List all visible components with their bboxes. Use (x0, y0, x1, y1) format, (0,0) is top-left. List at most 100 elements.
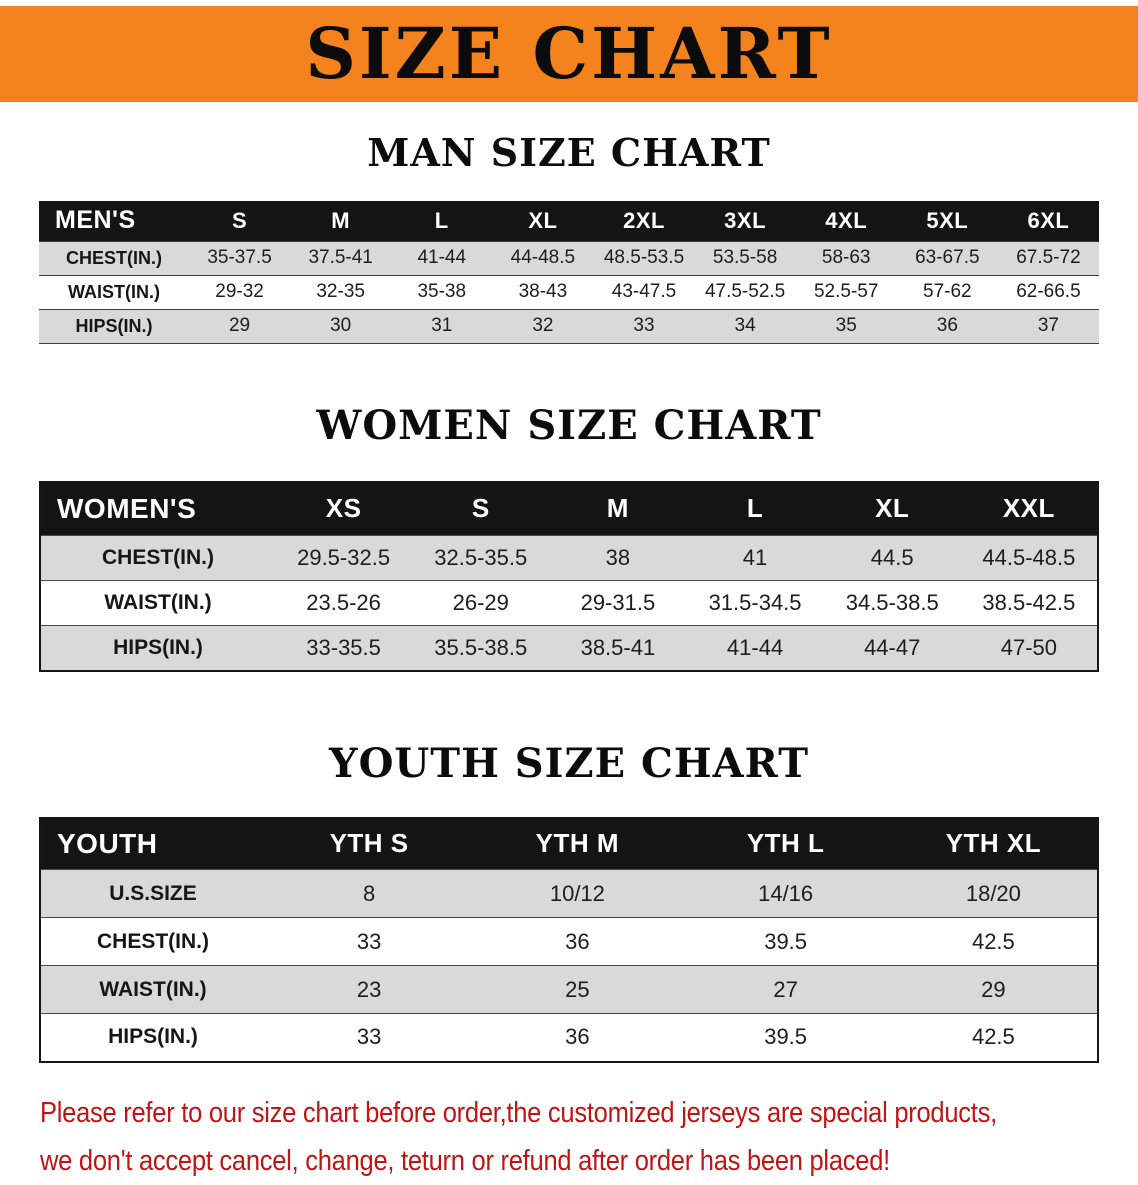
size-value-cell: 44.5 (823, 535, 961, 581)
size-column-header: YTH XL (889, 817, 1098, 870)
size-column-header: XL (492, 201, 594, 241)
size-value-cell: 39.5 (681, 917, 890, 966)
size-value-cell: 10/12 (473, 869, 682, 918)
size-value-cell: 36 (473, 1013, 682, 1062)
size-value-cell: 29 (889, 965, 1098, 1014)
row-label: WAIST(IN.) (40, 580, 275, 626)
size-value-cell: 8 (265, 869, 474, 918)
size-value-cell: 39.5 (681, 1013, 890, 1062)
size-value-cell: 29.5-32.5 (275, 535, 413, 581)
row-label: CHEST(IN.) (40, 917, 265, 966)
size-column-header: XXL (960, 481, 1098, 536)
size-value-cell: 63-67.5 (896, 240, 998, 275)
size-column-header: 3XL (694, 201, 796, 241)
table-header-row: MEN'S S M L XL 2XL 3XL 4XL 5XL 6XL (39, 201, 1099, 241)
size-value-cell: 33 (265, 1013, 474, 1062)
table-row: U.S.SIZE 8 10/12 14/16 18/20 (40, 869, 1098, 918)
size-value-cell: 33 (265, 917, 474, 966)
size-column-header: 4XL (795, 201, 897, 241)
men-size-table: MEN'S S M L XL 2XL 3XL 4XL 5XL 6XL CHEST(IN.) 35-37… (39, 201, 1099, 344)
size-value-cell: 36 (473, 917, 682, 966)
size-value-cell: 52.5-57 (795, 274, 897, 309)
size-column-header: XS (275, 481, 413, 536)
row-label: WAIST(IN.) (40, 965, 265, 1014)
row-label: HIPS(IN.) (40, 1013, 265, 1062)
table-row: HIPS(IN.) 29 30 31 32 33 34 35 36 37 (39, 308, 1099, 343)
size-column-header: S (189, 201, 291, 241)
size-value-cell: 38 (549, 535, 687, 581)
size-value-cell: 53.5-58 (694, 240, 796, 275)
women-size-section: WOMEN SIZE CHART WOMEN'S XS S M L XL XXL CHEST(… (0, 402, 1138, 672)
size-value-cell: 58-63 (795, 240, 897, 275)
table-header-row: YOUTH YTH S YTH M YTH L YTH XL (40, 817, 1098, 870)
disclaimer-line-2: we don't accept cancel, change, teturn o… (40, 1144, 890, 1177)
size-value-cell: 47-50 (960, 625, 1098, 671)
size-value-cell: 18/20 (889, 869, 1098, 918)
size-column-header: 6XL (997, 201, 1099, 241)
size-value-cell: 67.5-72 (997, 240, 1099, 275)
size-value-cell: 29-31.5 (549, 580, 687, 626)
size-value-cell: 33-35.5 (275, 625, 413, 671)
size-value-cell: 41 (686, 535, 824, 581)
size-value-cell: 29-32 (189, 274, 291, 309)
size-value-cell: 44.5-48.5 (960, 535, 1098, 581)
size-column-header: M (290, 201, 392, 241)
disclaimer-line-1: Please refer to our size chart before or… (40, 1096, 997, 1129)
size-value-cell: 25 (473, 965, 682, 1014)
table-row: CHEST(IN.) 35-37.5 37.5-41 41-44 44-48.5 48.5… (39, 240, 1099, 275)
size-value-cell: 14/16 (681, 869, 890, 918)
size-value-cell: 29 (189, 308, 291, 343)
size-value-cell: 38.5-42.5 (960, 580, 1098, 626)
disclaimer: Please refer to our size chart before or… (40, 1089, 1138, 1185)
size-value-cell: 32 (492, 308, 594, 343)
size-value-cell: 34 (694, 308, 796, 343)
row-label: U.S.SIZE (40, 869, 265, 918)
size-value-cell: 47.5-52.5 (694, 274, 796, 309)
table-corner-label: MEN'S (39, 201, 189, 241)
size-value-cell: 42.5 (889, 1013, 1098, 1062)
size-value-cell: 38-43 (492, 274, 594, 309)
size-column-header: XL (823, 481, 961, 536)
size-column-header: YTH S (265, 817, 474, 870)
size-column-header: S (412, 481, 550, 536)
table-row: WAIST(IN.) 23 25 27 29 (40, 965, 1098, 1014)
size-value-cell: 31 (391, 308, 493, 343)
size-value-cell: 31.5-34.5 (686, 580, 824, 626)
table-row: WAIST(IN.) 29-32 32-35 35-38 38-43 43-47.5 47.… (39, 274, 1099, 309)
size-value-cell: 23 (265, 965, 474, 1014)
size-value-cell: 26-29 (412, 580, 550, 626)
size-value-cell: 23.5-26 (275, 580, 413, 626)
table-row: HIPS(IN.) 33-35.5 35.5-38.5 38.5-41 41-44 44-… (40, 625, 1098, 671)
size-column-header: 5XL (896, 201, 998, 241)
page-title: SIZE CHART (305, 12, 833, 95)
size-value-cell: 62-66.5 (997, 274, 1099, 309)
women-section-heading: WOMEN SIZE CHART (316, 401, 822, 449)
size-value-cell: 35-37.5 (189, 240, 291, 275)
table-corner-label: YOUTH (40, 817, 265, 870)
size-value-cell: 37.5-41 (290, 240, 392, 275)
size-value-cell: 44-48.5 (492, 240, 594, 275)
youth-size-section: YOUTH SIZE CHART YOUTH YTH S YTH M YTH L YTH… (0, 740, 1138, 1063)
size-value-cell: 48.5-53.5 (593, 240, 695, 275)
size-value-cell: 27 (681, 965, 890, 1014)
size-column-header: L (686, 481, 824, 536)
size-value-cell: 57-62 (896, 274, 998, 309)
youth-size-table: YOUTH YTH S YTH M YTH L YTH XL U.S.SIZE 8 10/12… (39, 816, 1099, 1063)
size-value-cell: 44-47 (823, 625, 961, 671)
size-column-header: 2XL (593, 201, 695, 241)
size-value-cell: 38.5-41 (549, 625, 687, 671)
size-column-header: M (549, 481, 687, 536)
men-section-heading: MAN SIZE CHART (367, 130, 771, 175)
size-chart-graphic: SIZE CHART MAN SIZE CHART MEN'S S M L XL 2XL 3… (0, 6, 1138, 1185)
size-value-cell: 34.5-38.5 (823, 580, 961, 626)
size-value-cell: 32.5-35.5 (412, 535, 550, 581)
size-value-cell: 41-44 (686, 625, 824, 671)
table-row: CHEST(IN.) 29.5-32.5 32.5-35.5 38 41 44.5 44.5… (40, 535, 1098, 581)
size-value-cell: 35 (795, 308, 897, 343)
row-label: CHEST(IN.) (40, 535, 275, 581)
size-value-cell: 33 (593, 308, 695, 343)
size-value-cell: 36 (896, 308, 998, 343)
women-size-table: WOMEN'S XS S M L XL XXL CHEST(IN.) 29.5-32.5 32.5… (39, 480, 1099, 672)
size-value-cell: 30 (290, 308, 392, 343)
size-column-header: YTH L (681, 817, 890, 870)
